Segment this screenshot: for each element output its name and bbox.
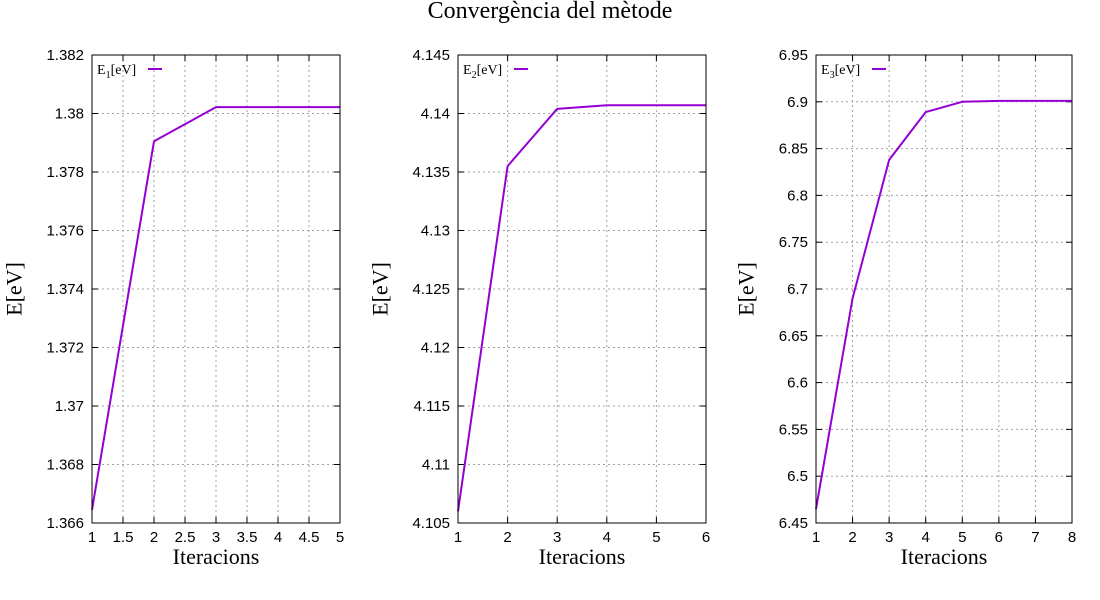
y-tick-label: 6.75 xyxy=(779,234,808,251)
y-tick-label: 6.85 xyxy=(779,141,808,158)
y-tick-label: 1.374 xyxy=(46,281,84,298)
y-tick-label: 1.366 xyxy=(46,515,84,532)
x-tick-label: 2 xyxy=(150,529,158,546)
x-tick-label: 2 xyxy=(503,529,511,546)
x-tick-label: 2.5 xyxy=(175,529,196,546)
y-tick-label: 6.6 xyxy=(787,375,808,392)
x-tick-label: 5 xyxy=(652,529,660,546)
legend-label: E3[eV] xyxy=(821,63,860,81)
x-tick-label: 6 xyxy=(702,529,710,546)
legend-label: E1[eV] xyxy=(97,63,136,81)
chart-panel-2: 1 2 3 4 5 6 4.105 4.11 4.115 4.12 4.125 4.13 4.135 4.… xyxy=(368,47,710,569)
x-tick-label: 4 xyxy=(274,529,282,546)
x-tick-label: 1 xyxy=(88,529,96,546)
x-tick-label: 3 xyxy=(212,529,220,546)
legend-label: E2[eV] xyxy=(463,63,502,81)
y-axis-label: E[eV] xyxy=(368,262,393,316)
y-tick-label: 1.382 xyxy=(46,47,84,64)
y-tick-label: 1.378 xyxy=(46,164,84,181)
y-tick-label: 6.9 xyxy=(787,94,808,111)
y-tick-label: 6.45 xyxy=(779,515,808,532)
data-line-series-1 xyxy=(91,106,340,511)
y-tick-label: 6.55 xyxy=(779,421,808,438)
y-tick-label: 6.65 xyxy=(779,328,808,345)
x-tick-label: 1 xyxy=(454,529,462,546)
y-tick-label: 4.135 xyxy=(412,164,450,181)
x-tick-label: 1.5 xyxy=(113,529,134,546)
y-tick-label: 4.14 xyxy=(421,106,450,123)
x-tick-label: 4 xyxy=(922,529,930,546)
y-tick-label: 4.105 xyxy=(412,515,450,532)
x-tick-label: 5 xyxy=(958,529,966,546)
legend: E2[eV] xyxy=(463,63,528,81)
y-tick-label: 1.376 xyxy=(46,223,84,240)
x-tick-label: 1 xyxy=(812,529,820,546)
data-line-series-1 xyxy=(457,104,706,512)
data-line-series-1 xyxy=(815,99,1072,510)
y-tick-label: 1.38 xyxy=(55,106,84,123)
x-tick-label: 2 xyxy=(848,529,856,546)
x-tick-label: 3 xyxy=(885,529,893,546)
legend: E3[eV] xyxy=(821,63,886,81)
chart-panel-3: 1 2 3 4 5 6 7 8 6.45 6.5 6.55 6.6 6.65 6.7 6.75 6.8 6.85… xyxy=(734,47,1076,569)
x-tick-label: 3 xyxy=(553,529,561,546)
x-tick-label: 4 xyxy=(603,529,611,546)
y-tick-label: 1.368 xyxy=(46,457,84,474)
x-axis-label: Iteracions xyxy=(173,544,260,569)
y-tick-label: 6.95 xyxy=(779,47,808,64)
x-tick-label: 6 xyxy=(995,529,1003,546)
y-tick-label: 4.13 xyxy=(421,223,450,240)
plot-frame xyxy=(91,54,341,524)
y-tick-label: 4.115 xyxy=(414,398,450,415)
x-tick-label: 7 xyxy=(1031,529,1039,546)
x-tick-label: 3.5 xyxy=(237,529,258,546)
y-axis-label: E[eV] xyxy=(734,262,759,316)
y-tick-label: 6.8 xyxy=(787,187,808,204)
x-tick-label: 4.5 xyxy=(299,529,320,546)
x-tick-label: 8 xyxy=(1068,529,1076,546)
y-tick-label: 6.5 xyxy=(787,468,808,485)
y-tick-label: 6.7 xyxy=(787,281,808,298)
legend: E1[eV] xyxy=(97,63,162,81)
y-axis-label: E[eV] xyxy=(2,262,27,316)
y-tick-label: 1.37 xyxy=(55,398,84,415)
y-tick-label: 4.11 xyxy=(422,457,450,474)
x-axis-label: Iteracions xyxy=(539,544,626,569)
figure-title: Convergència del mètode xyxy=(428,0,673,24)
y-tick-label: 1.372 xyxy=(46,340,84,357)
y-tick-label: 4.145 xyxy=(412,47,450,64)
plot-frame xyxy=(457,54,707,524)
plot-frame xyxy=(815,54,1073,524)
y-tick-label: 4.125 xyxy=(412,281,450,298)
chart-panel-1: 1 1.5 2 2.5 3 3.5 4 4.5 5 1.366 1.368 1.37 1.372 1.37… xyxy=(2,47,344,569)
x-axis-label: Iteracions xyxy=(901,544,988,569)
y-tick-label: 4.12 xyxy=(421,340,450,357)
x-tick-label: 5 xyxy=(336,529,344,546)
